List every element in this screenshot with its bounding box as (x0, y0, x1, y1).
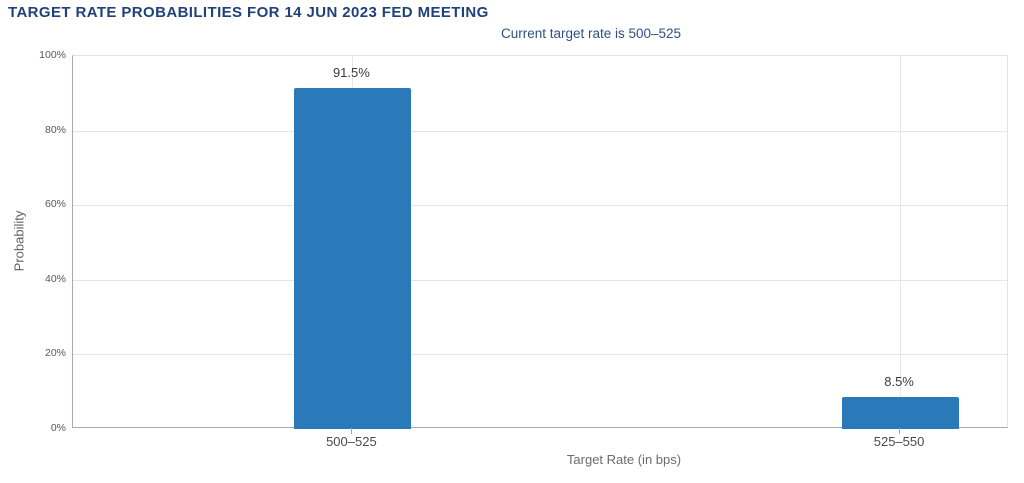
bar-value-label: 91.5% (332, 65, 370, 80)
y-tick-label: 100% (39, 49, 66, 61)
y-tick-label: 80% (44, 123, 66, 136)
plot-area (72, 55, 1008, 429)
x-category-label: 500–525 (326, 434, 377, 449)
chart-subtitle: Current target rate is 500–525 (500, 26, 682, 41)
probability-bar-500-525[interactable] (294, 88, 411, 429)
x-axis-tick (899, 428, 900, 434)
x-axis-title: Target Rate (in bps) (566, 452, 682, 467)
y-gridline (73, 279, 1007, 281)
y-gridline (73, 130, 1007, 132)
probability-bar-525-550[interactable] (842, 397, 959, 429)
y-axis-title: Probability (11, 210, 27, 272)
x-axis-tick (351, 428, 352, 434)
y-gridline (73, 205, 1007, 207)
y-tick-label: 60% (44, 198, 66, 211)
y-tick-label: 40% (44, 272, 66, 285)
x-gridline (900, 56, 901, 427)
x-category-label: 525–550 (873, 434, 925, 449)
y-tick-label: 0% (50, 422, 66, 434)
y-tick-label: 20% (44, 347, 66, 360)
chart-title: TARGET RATE PROBABILITIES FOR 14 JUN 202… (8, 4, 489, 21)
bar-value-label: 8.5% (884, 374, 914, 389)
y-gridline (73, 354, 1007, 356)
